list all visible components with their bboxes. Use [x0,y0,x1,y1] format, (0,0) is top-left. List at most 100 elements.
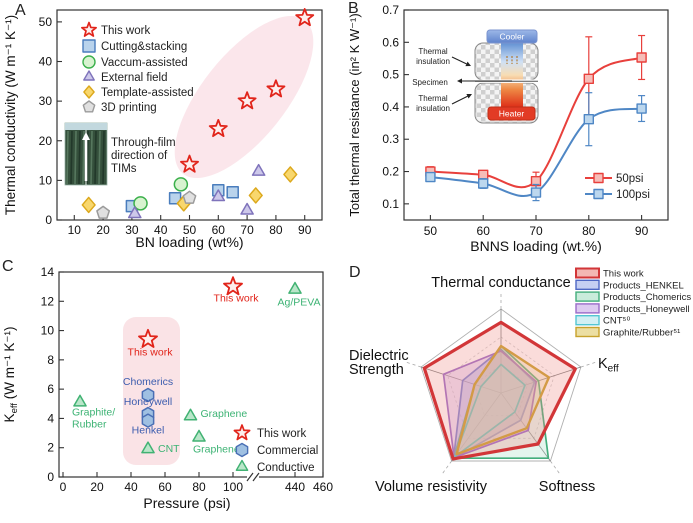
a-inset-texture-line [90,130,93,185]
c-point-triangle [192,429,206,442]
panel-b-label: B [348,0,359,17]
b-inset-cooler-label: Cooler [499,32,524,42]
d-legend-swatch [575,291,600,302]
a-inset-sky-band [65,123,107,130]
b-inset-thermal-bottom-arrow-head [466,94,472,99]
c-axis-break-slash [246,472,254,482]
b-xaxis-title: BNNS loading (wt.%) [470,238,602,254]
c-ytick-label: 14 [41,265,55,279]
a-point-pentagon [182,190,197,204]
b-yaxis-title: Total thermal resistance (in² K W⁻¹) [347,13,362,216]
c-ytick-label: 10 [41,324,55,338]
b-legend-marker [593,172,604,184]
c-xtick-label: 460 [313,480,333,494]
c-point-label: Henkel [132,425,165,437]
a-point-diamond [283,166,298,183]
a-point-diamond [81,196,96,214]
c-point-label: Rubber [72,418,107,430]
c-point-label: Honeywell [124,396,172,408]
panel-c-chart: 0 2 4 6 8 10 12 14 0 20 40 60 80 100 440 460 Pressure (p… [2,265,333,511]
b-inset-thermal-top-label: Thermal [418,47,448,56]
a-legend-marker-triangle [83,70,95,81]
a-legend-marker-diamond [83,85,95,99]
b-xtick-label: 90 [635,224,649,238]
panel-d-label: D [349,264,361,281]
panel-b: B 50 60 70 80 90 0.1 0.2 0.3 0.4 0.5 0.6 0.7 BNNS lo… [346,0,693,260]
a-xtick-label: 60 [212,223,226,237]
a-ytick-label: 20 [39,134,53,148]
d-legend-swatch [575,303,600,314]
a-legend-label: Template-assisted [101,87,194,99]
a-inset-caption-line: Through-film [111,137,176,149]
c-point-triangle [73,394,87,407]
b-point-50psi [636,52,647,63]
a-xtick-label: 20 [96,223,110,237]
c-xtick-label: 440 [285,480,305,494]
d-axis-spoke [451,392,502,462]
b-inset-thermal-bottom-label: Thermal [418,94,448,103]
a-point-triangle [127,206,142,219]
c-xtick-label: 20 [90,480,104,494]
b-xtick-label: 50 [424,224,438,238]
b-inset-cooler-bar [486,29,538,44]
d-axis-spoke [500,392,551,462]
d-legend-label: Products_Honeywell [603,304,690,315]
a-xtick-label: 90 [298,223,312,237]
c-xtick-label: 40 [124,480,138,494]
b-inset-thermal-top-label: insulation [416,57,450,66]
b-inset-specimen-label: Specimen [412,78,448,87]
b-inset-thermal-top-arrow-head [465,61,471,67]
a-ytick-label: 10 [39,173,53,187]
b-inset-heat-column [501,42,523,108]
d-legend-label: Graphite/Rubber⁵¹ [603,328,680,339]
panel-c: C 0 2 4 6 8 10 12 14 0 20 40 60 80 100 440 460 Pressure … [0,258,346,523]
a-inset-caption-line: TIMs [111,163,137,175]
a-yaxis-title: Thermal conductivity (W m⁻¹ K⁻¹) [3,15,18,215]
a-xtick-label: 50 [183,223,197,237]
a-point-square [168,191,182,205]
a-ytick-label: 0 [45,213,52,227]
panel-a-label: A [15,2,26,19]
d-legend-label: Products_Chomerics [603,292,691,303]
b-point-50psi [477,169,489,180]
c-ytick-label: 12 [41,294,55,308]
c-xtick-label: 0 [60,480,67,494]
c-point-label: CNT [158,443,180,455]
b-ytick-label: 0.5 [382,68,399,82]
d-axis-spoke [500,366,582,394]
a-xtick-label: 80 [269,223,283,237]
b-ytick-label: 0.2 [382,165,399,179]
c-point-label: Graphene [201,408,248,420]
d-axis-label-keff: Keff [598,356,619,375]
c-point-triangle [288,281,302,294]
a-legend-label: This work [101,25,150,37]
d-axis-extension [580,361,596,368]
a-point-star [237,91,257,110]
a-legend-marker-star [81,21,97,37]
b-ytick-label: 0.1 [382,197,399,211]
b-ytick-label: 0.7 [382,3,399,17]
d-legend-swatch [575,315,600,326]
a-point-triangle [251,163,266,176]
a-legend-label: Cutting&stacking [101,41,187,53]
a-xtick-label: 70 [240,223,254,237]
a-legend-marker-circle [82,55,96,69]
b-point-100psi [530,187,542,198]
a-point-circle [133,196,148,211]
d-series-This work [422,320,577,461]
a-inset-texture-line [74,130,77,185]
b-inset-heater-label: Heater [499,109,525,119]
b-point-100psi [636,103,647,114]
c-axis-break-slash [252,472,260,482]
c-point-star [223,276,243,296]
c-point-triangle [141,441,155,454]
c-legend-label: Commercial [257,445,318,457]
d-axis-extension [442,460,452,474]
c-xtick-label: 80 [192,480,206,494]
c-xtick-label: 60 [158,480,172,494]
a-legend-label: External field [101,72,167,84]
panel-a: A 10 20 30 40 50 60 70 80 90 0 10 20 30 40 50 BN loadin… [0,0,346,260]
d-axis-label-dielectric-strength: Strength [349,362,404,378]
